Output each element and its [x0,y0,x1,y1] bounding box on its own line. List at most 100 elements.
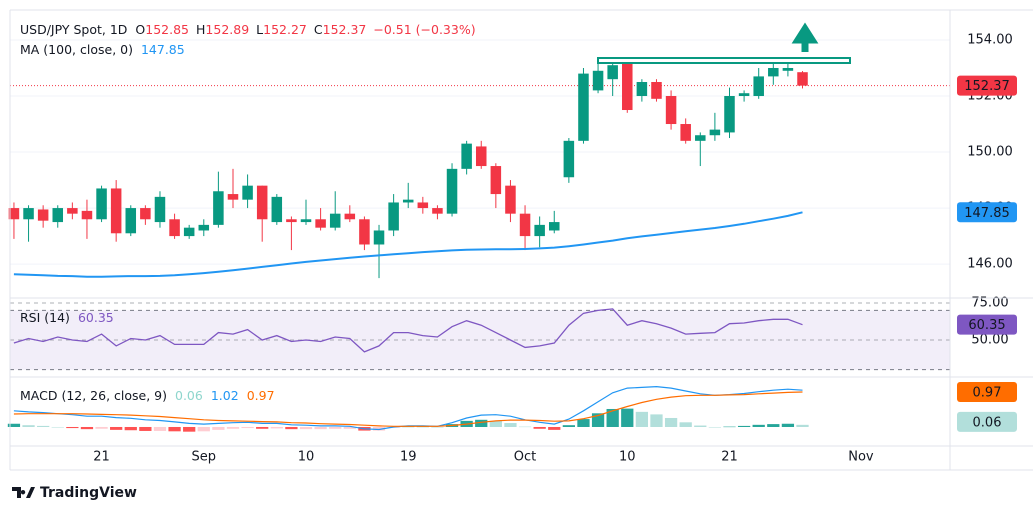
histogram-bar [533,426,546,429]
logo: TradingView [12,485,137,501]
ma-line [13,211,803,278]
macd-value: 1.02 [211,388,239,403]
x-tick-label: 10 [619,450,636,465]
histogram-bar [767,424,780,427]
y-tick-label: 146.00 [967,257,1013,272]
candle-body [140,208,151,220]
ma-value: 147.85 [141,42,185,57]
ohlc-key: H [196,22,205,37]
histogram-bar [431,426,444,428]
price-tag-box [957,202,1017,223]
price-tag-box [957,411,1017,432]
candle-body [286,219,297,223]
signal-value: 0.97 [247,388,275,403]
candle-body [768,67,779,77]
histogram-bar [504,423,517,427]
histogram-bar [241,426,254,429]
histogram-bar [343,426,356,429]
logo-mark [12,487,35,498]
x-tick-label: 21 [93,450,110,465]
histogram-bar [664,417,678,427]
histogram-bar [562,425,575,427]
candle-body [709,129,721,136]
histogram-bar [7,423,21,427]
price-tag-box [957,75,1017,96]
ohlc-value: 152.37 [323,22,367,37]
candle-body [388,202,399,231]
price-tag: 0.06 [973,415,1002,430]
rsi-band [10,310,950,370]
histogram-bar [270,426,283,429]
up-arrow [791,22,819,52]
histogram-bar [650,414,663,427]
price-tag: 0.97 [973,386,1002,401]
candle-body [96,188,107,220]
histogram-bar [314,426,327,430]
histogram-bar [153,426,167,431]
histogram-bar [95,426,108,429]
candle-body [52,208,64,223]
x-tick-label: 10 [298,450,315,465]
candle-body [256,185,268,220]
y-tick-label: 75.00 [971,295,1008,310]
histogram-bar [723,426,736,428]
ohlc-value: 152.89 [205,22,249,37]
candle-body [344,213,356,220]
candle-body [724,96,735,133]
candle-body [534,224,545,237]
x-tick-label: 21 [721,450,738,465]
price-tag: 152.37 [964,79,1010,94]
price-tag-box [957,382,1017,403]
ohlc-key: C [314,22,323,37]
candle-body [461,143,472,169]
price-tag: 147.85 [964,206,1010,221]
x-tick-label: Oct [514,450,536,465]
rsi-legend: RSI (14) 60.35 [20,310,114,325]
histogram-bar [37,425,50,427]
candle-body [213,191,224,225]
candle-body [359,219,370,245]
marks-layer [7,59,809,432]
ma-name: MA (100, close, 0) [20,42,133,57]
histogram-bar [694,425,707,427]
histogram-bar [606,408,619,427]
histogram-bar [475,419,488,427]
price-change: −0.51 (−0.33%) [373,22,475,37]
candle-body [329,213,341,228]
macd-name: MACD (12, 26, close, 9) [20,388,167,403]
candle-body [622,62,633,111]
ohlc-value: 152.85 [145,22,189,37]
x-tick-label: 19 [400,450,417,465]
candle-body [680,124,691,141]
histogram-bar [548,426,561,430]
candle-body [8,208,20,220]
ohlc-key: O [135,22,145,37]
symbol-title: USD/JPY Spot, 1D [20,22,127,37]
x-tick-label: Sep [192,450,217,465]
candle-body [753,76,764,97]
histogram-bar [285,426,298,430]
candle-body [300,219,312,223]
candle-body [315,219,326,228]
histogram-bar [752,424,765,427]
resistance-box [597,57,851,64]
ohlc-key: L [256,22,263,37]
brand: TradingView [40,485,137,501]
histogram-bar [621,408,634,427]
candle-body [402,199,414,203]
candle-body [154,196,166,223]
candle-body [110,188,122,234]
histogram-bar [183,426,196,432]
histogram-bar [226,426,240,429]
histogram-bar [299,426,313,430]
y-tick-label: 150.00 [967,145,1013,160]
candle-body [548,222,560,231]
rsi-line [13,308,803,353]
candle-body [797,72,808,86]
candle-body [242,185,253,200]
candle-body [505,185,516,214]
candle-body [665,96,677,125]
histogram-bar [168,426,181,432]
candle-body [67,208,78,214]
